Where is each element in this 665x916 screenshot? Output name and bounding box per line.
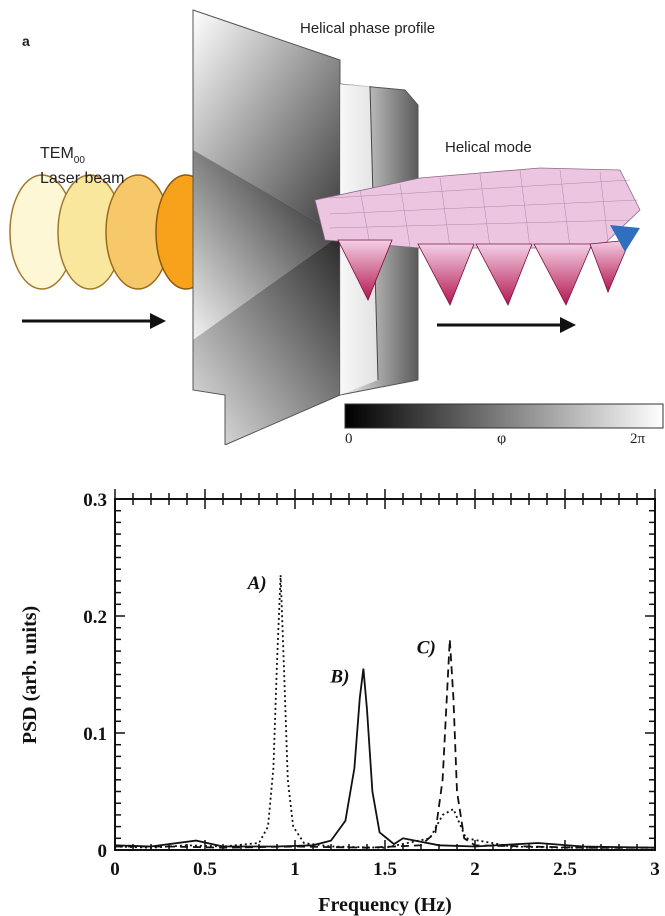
chart-ticks: 0 0.5 1 1.5 2 2.5 3 0 0.1 0.2 0.3	[83, 489, 660, 880]
helical-mode-label: Helical mode	[445, 139, 532, 156]
x-tick-label: 3	[650, 859, 660, 880]
psd-chart: 0 0.5 1 1.5 2 2.5 3 0 0.1 0.2 0.3 A) B) C) Frequency…	[19, 489, 660, 916]
y-tick-label: 0	[98, 841, 108, 862]
y-tick-label: 0.3	[83, 490, 107, 511]
phase-profile-title: Helical phase profile	[300, 20, 435, 37]
beam-label-laser: Laser beam	[40, 170, 125, 187]
colorbar-max-label: 2π	[630, 431, 646, 445]
x-tick-label: 0	[110, 859, 120, 880]
x-tick-label: 2	[470, 859, 480, 880]
x-axis-label: Frequency (Hz)	[318, 894, 452, 916]
colorbar-mid-label: φ	[497, 430, 506, 445]
chart-labels: A) B) C)	[247, 573, 436, 688]
phase-colorbar	[344, 403, 664, 429]
peak-annotation-b: B)	[329, 667, 349, 688]
panel-label: a	[22, 33, 30, 49]
helical-beam-diagram: a Helical phase profile TEM00 Laser beam…	[9, 9, 664, 445]
series-line-a	[114, 575, 655, 849]
laser-beam	[9, 174, 217, 290]
colorbar-min-label: 0	[345, 431, 353, 445]
output-arrow-icon	[437, 317, 576, 333]
peak-annotation-a: A)	[247, 573, 267, 594]
y-axis-label: PSD (arb. units)	[19, 606, 41, 744]
series-line-c	[115, 639, 655, 849]
plot-frame	[114, 498, 656, 851]
chart-series	[114, 575, 656, 849]
beam-label-tem: TEM00	[40, 145, 85, 166]
x-tick-label: 1	[290, 859, 300, 880]
y-tick-label: 0.2	[83, 607, 107, 628]
input-arrow-icon	[22, 313, 166, 329]
series-line-b	[114, 668, 656, 849]
phase-plate-front	[192, 9, 341, 445]
x-tick-label: 0.5	[193, 859, 217, 880]
peak-annotation-c: C)	[417, 637, 436, 658]
x-tick-label: 1.5	[373, 859, 397, 880]
x-tick-label: 2.5	[553, 859, 577, 880]
y-tick-label: 0.1	[83, 724, 107, 745]
helical-mode-surface	[314, 167, 641, 306]
chart-axes	[114, 498, 656, 851]
